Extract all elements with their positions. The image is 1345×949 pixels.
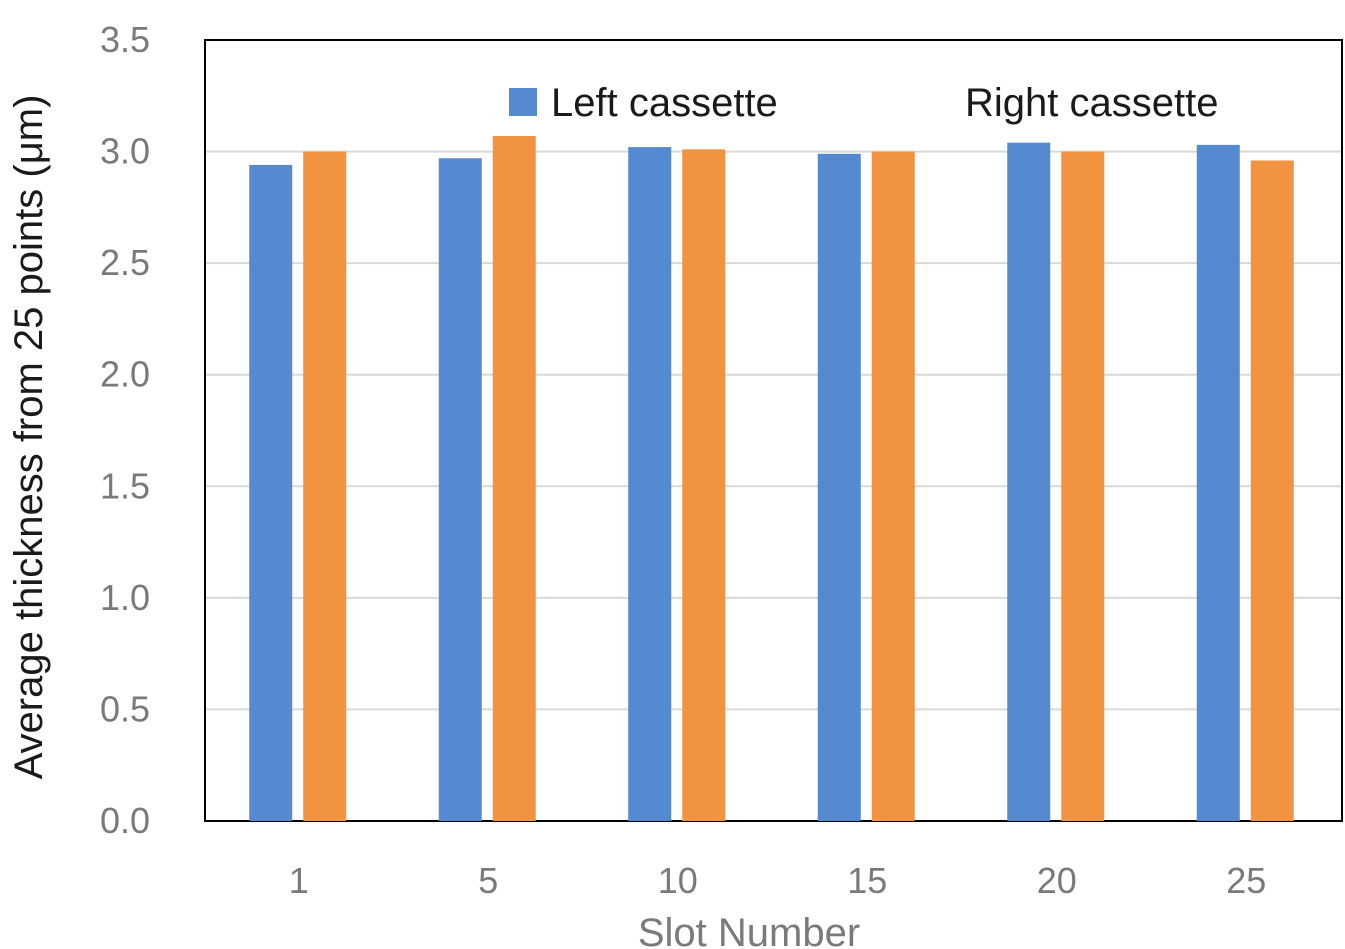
bar-left-slot-15 xyxy=(817,153,861,821)
x-tick-label: 1 xyxy=(289,860,309,901)
bar-left-slot-5 xyxy=(438,158,482,821)
x-axis-title: Slot Number xyxy=(638,911,860,949)
y-tick-label: 0.0 xyxy=(100,800,150,841)
x-tick-label: 20 xyxy=(1037,860,1077,901)
bar-right-slot-10 xyxy=(682,149,726,822)
y-axis-ticks: 0.0 0.5 1.0 1.5 2.0 2.5 3.0 3.5 xyxy=(100,19,150,841)
x-tick-label: 10 xyxy=(658,860,698,901)
x-tick-label: 25 xyxy=(1226,860,1266,901)
bar-right-slot-1 xyxy=(303,151,347,822)
bar-right-slot-25 xyxy=(1250,160,1294,822)
y-tick-label: 1.5 xyxy=(100,465,150,506)
y-tick-label: 2.0 xyxy=(100,354,150,395)
bar-left-slot-1 xyxy=(249,164,293,821)
y-tick-label: 1.0 xyxy=(100,577,150,618)
bar-right-slot-20 xyxy=(1061,151,1105,822)
y-tick-label: 0.5 xyxy=(100,688,150,729)
x-tick-label: 5 xyxy=(478,860,498,901)
y-tick-label: 3.0 xyxy=(100,131,150,172)
y-axis-title: Average thickness from 25 points (μm) xyxy=(7,95,51,780)
x-tick-label: 15 xyxy=(847,860,887,901)
bar-right-slot-15 xyxy=(871,151,915,822)
plot-area-frame xyxy=(204,39,1343,822)
bar-left-slot-10 xyxy=(628,147,672,821)
y-tick-label: 2.5 xyxy=(100,242,150,283)
grid-lines xyxy=(205,150,1342,711)
bar-left-slot-20 xyxy=(1007,142,1051,821)
legend-label: Left cassette xyxy=(551,81,778,125)
legend: Left cassette Right cassette xyxy=(509,81,1218,125)
bar-left-slot-25 xyxy=(1196,144,1240,821)
y-tick-label: 3.5 xyxy=(100,19,150,60)
bars xyxy=(249,135,1294,822)
bar-right-slot-5 xyxy=(492,135,536,822)
legend-marker xyxy=(509,88,537,116)
legend-label: Right cassette xyxy=(965,81,1218,125)
x-axis-ticks: 1 5 10 15 20 25 xyxy=(289,860,1267,901)
